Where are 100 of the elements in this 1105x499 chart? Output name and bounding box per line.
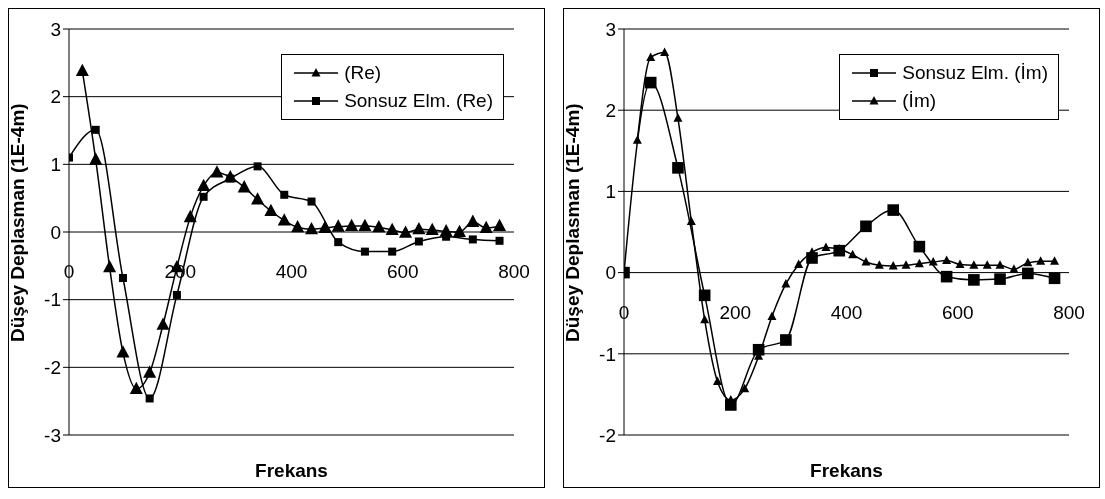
point bbox=[821, 242, 831, 251]
point bbox=[928, 257, 938, 266]
point bbox=[1048, 272, 1061, 285]
point bbox=[372, 220, 386, 233]
point bbox=[780, 334, 792, 346]
point bbox=[479, 220, 493, 234]
point bbox=[644, 76, 657, 89]
x-axis-title: Frekans bbox=[255, 460, 328, 481]
point bbox=[305, 222, 319, 235]
point bbox=[358, 218, 372, 231]
point bbox=[388, 247, 397, 256]
x-tick-label: 600 bbox=[941, 301, 974, 323]
point bbox=[143, 365, 157, 378]
point bbox=[495, 236, 504, 245]
point bbox=[888, 261, 898, 270]
y-tick-label: -2 bbox=[44, 357, 61, 379]
point bbox=[660, 47, 670, 57]
point bbox=[969, 260, 979, 269]
point bbox=[698, 289, 711, 302]
point bbox=[493, 218, 507, 231]
x-tick-label: 200 bbox=[719, 301, 752, 323]
y-axis-title: Düşey Deplasman (1E-4m) bbox=[561, 103, 583, 342]
point bbox=[632, 135, 642, 144]
point bbox=[118, 274, 127, 283]
point bbox=[1023, 257, 1033, 267]
point bbox=[277, 213, 291, 226]
point bbox=[172, 290, 181, 299]
point bbox=[414, 237, 423, 246]
point bbox=[994, 273, 1006, 285]
point bbox=[156, 317, 170, 330]
y-tick-label: 2 bbox=[605, 99, 616, 121]
point bbox=[334, 238, 343, 247]
y-axis-title: Düşey Deplasman (1E-4m) bbox=[6, 103, 28, 342]
x-axis-title: Frekans bbox=[810, 460, 883, 481]
point bbox=[237, 180, 251, 193]
point bbox=[331, 219, 345, 232]
point bbox=[129, 381, 143, 395]
y-tick-label: -1 bbox=[44, 289, 61, 311]
x-tick-label: 800 bbox=[1053, 301, 1085, 323]
point bbox=[940, 270, 953, 283]
x-tick-label: 0 bbox=[63, 261, 75, 282]
point bbox=[183, 209, 197, 223]
point bbox=[767, 311, 777, 320]
point bbox=[1009, 264, 1019, 273]
point bbox=[145, 394, 154, 403]
point bbox=[861, 257, 871, 266]
point bbox=[360, 247, 369, 256]
point bbox=[412, 222, 426, 235]
point bbox=[103, 259, 117, 273]
point bbox=[89, 152, 103, 165]
point bbox=[982, 260, 992, 269]
point bbox=[874, 260, 884, 269]
legend-label: (Re) bbox=[344, 61, 382, 85]
point bbox=[307, 197, 316, 206]
y-tick-label: 2 bbox=[50, 86, 61, 108]
point bbox=[740, 383, 750, 393]
point bbox=[686, 216, 696, 225]
point bbox=[712, 376, 722, 385]
point bbox=[968, 274, 980, 286]
point bbox=[995, 260, 1005, 269]
point bbox=[116, 345, 130, 358]
point bbox=[452, 224, 467, 238]
point bbox=[848, 249, 858, 259]
point bbox=[466, 214, 480, 227]
x-tick-label: 400 bbox=[275, 261, 308, 282]
x-tick-label: 400 bbox=[830, 301, 863, 323]
point bbox=[860, 220, 872, 233]
point bbox=[646, 52, 656, 61]
point bbox=[672, 162, 684, 174]
point bbox=[197, 178, 211, 192]
point bbox=[1050, 256, 1060, 265]
point bbox=[1036, 256, 1046, 265]
point bbox=[914, 258, 924, 268]
y-tick-label: 1 bbox=[50, 154, 61, 176]
point bbox=[399, 225, 413, 238]
point bbox=[199, 192, 208, 201]
y-tick-label: -3 bbox=[44, 424, 61, 446]
point bbox=[955, 259, 965, 268]
y-tick-label: -2 bbox=[599, 424, 616, 446]
point bbox=[264, 203, 278, 217]
legend-label: (İm) bbox=[902, 89, 937, 113]
point bbox=[794, 259, 804, 268]
point bbox=[385, 222, 399, 236]
point bbox=[318, 220, 332, 234]
point bbox=[251, 192, 265, 205]
point bbox=[280, 190, 289, 199]
point bbox=[1022, 267, 1034, 280]
legend-label: Sonsuz Elm. (İm) bbox=[902, 61, 1048, 85]
point bbox=[942, 255, 952, 264]
point bbox=[253, 162, 262, 171]
point bbox=[425, 222, 439, 236]
point bbox=[887, 204, 900, 216]
point bbox=[291, 220, 305, 233]
point bbox=[700, 314, 710, 324]
point bbox=[468, 235, 477, 244]
point bbox=[75, 63, 89, 77]
x-tick-label: 800 bbox=[498, 261, 530, 282]
point bbox=[673, 113, 683, 122]
y-tick-label: 1 bbox=[605, 181, 616, 203]
legend-label: Sonsuz Elm. (Re) bbox=[344, 89, 493, 113]
